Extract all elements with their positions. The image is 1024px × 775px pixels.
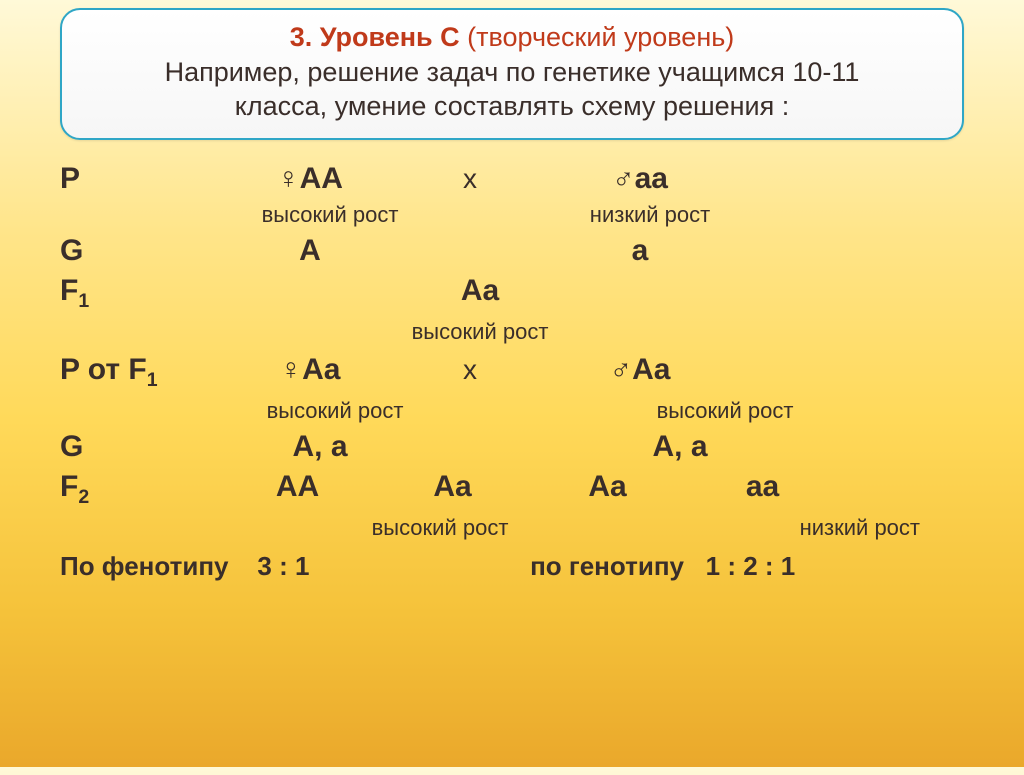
f2-v1: AA bbox=[220, 470, 375, 504]
cross2-desc-row: высокий рост высокий рост bbox=[60, 398, 964, 424]
g2-label: G bbox=[60, 430, 220, 464]
result-row: По фенотипу 3 : 1 по генотипу 1 : 2 : 1 bbox=[60, 551, 964, 582]
genetics-scheme: P ♀АА x ♂aa высокий рост низкий рост G A… bbox=[60, 162, 964, 582]
f2-desc-right: низкий рост bbox=[660, 515, 920, 541]
header-line3: класса, умение составлять схему решения … bbox=[235, 91, 790, 121]
f1-label: F1 bbox=[60, 274, 220, 313]
f2-v4: aa bbox=[685, 470, 840, 504]
p2-female: ♀Aa bbox=[220, 353, 400, 387]
g-right: a bbox=[540, 234, 740, 268]
cross2-p-row: P от F1 ♀Aa x ♂Aa bbox=[60, 353, 964, 392]
header-box: 3. Уровень С (творческий уровень) Наприм… bbox=[60, 8, 964, 140]
cross1-f1-row: F1 Aa bbox=[60, 274, 964, 313]
p-label: P bbox=[60, 162, 220, 196]
f2-desc-left: высокий рост bbox=[220, 515, 660, 541]
desc-female: высокий рост bbox=[220, 202, 440, 228]
cross2-f2-row: F2 AA Aa Aa aa bbox=[60, 470, 964, 509]
genotype-result: по генотипу 1 : 2 : 1 bbox=[530, 551, 964, 582]
desc2-male: высокий рост bbox=[610, 398, 840, 424]
desc-male: низкий рост bbox=[540, 202, 760, 228]
p2-male: ♂Aa bbox=[540, 353, 740, 387]
desc2-female: высокий рост bbox=[220, 398, 450, 424]
g-left: A bbox=[220, 234, 400, 268]
cross2-symbol: x bbox=[400, 354, 540, 386]
p-male: ♂aa bbox=[540, 162, 740, 196]
cross2-g-row: G A, a A, a bbox=[60, 430, 964, 464]
phenotype-result: По фенотипу 3 : 1 bbox=[60, 551, 530, 582]
g-label: G bbox=[60, 234, 220, 268]
cross1-g-row: G A a bbox=[60, 234, 964, 268]
cross1-p-row: P ♀АА x ♂aa bbox=[60, 162, 964, 196]
cross1-desc-row: высокий рост низкий рост bbox=[60, 202, 964, 228]
cross1-f1-desc-row: высокий рост bbox=[60, 319, 964, 345]
f2-label: F2 bbox=[60, 470, 220, 509]
p2-label: P от F1 bbox=[60, 353, 220, 392]
cross2-f2-desc-row: высокий рост низкий рост bbox=[60, 515, 964, 541]
f2-v2: Aa bbox=[375, 470, 530, 504]
g2-right: A, a bbox=[580, 430, 780, 464]
f2-v3: Aa bbox=[530, 470, 685, 504]
f1-desc: высокий рост bbox=[220, 319, 740, 345]
g2-left: A, a bbox=[220, 430, 420, 464]
cross-symbol: x bbox=[400, 163, 540, 195]
f1-value: Aa bbox=[220, 274, 740, 308]
p-female: ♀АА bbox=[220, 162, 400, 196]
header-title: 3. Уровень С (творческий уровень) bbox=[290, 22, 735, 52]
header-line2: Например, решение задач по генетике учащ… bbox=[165, 57, 860, 87]
